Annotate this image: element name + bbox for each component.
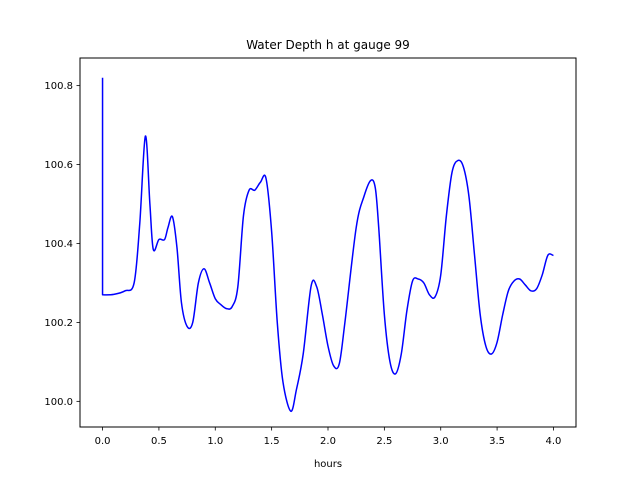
y-axis-ticks: 100.0 100.2 100.4 100.6 100.8 (44, 81, 80, 408)
y-tick-label: 100.2 (44, 318, 73, 329)
data-layer (101, 77, 554, 412)
x-tick-label: 4.0 (546, 436, 562, 447)
y-tick-label: 100.8 (44, 81, 73, 92)
y-tick-label: 100.0 (44, 397, 73, 408)
x-tick-label: 1.5 (264, 436, 280, 447)
plot-background (80, 58, 576, 427)
x-axis-ticks: 0.0 0.5 1.0 1.5 2.0 2.5 3.0 3.5 4.0 (95, 427, 562, 447)
x-tick-label: 2.5 (376, 436, 392, 447)
series-line-0 (101, 77, 554, 412)
x-tick-label: 0.0 (95, 436, 111, 447)
y-tick-label: 100.4 (44, 239, 73, 250)
x-axis-label: hours (314, 459, 342, 470)
x-tick-label: 3.5 (489, 436, 505, 447)
chart-title: Water Depth h at gauge 99 (246, 38, 410, 52)
y-tick-label: 100.6 (44, 160, 73, 171)
x-tick-label: 3.0 (433, 436, 449, 447)
x-tick-label: 0.5 (151, 436, 167, 447)
x-tick-label: 2.0 (320, 436, 336, 447)
x-tick-label: 1.0 (207, 436, 223, 447)
